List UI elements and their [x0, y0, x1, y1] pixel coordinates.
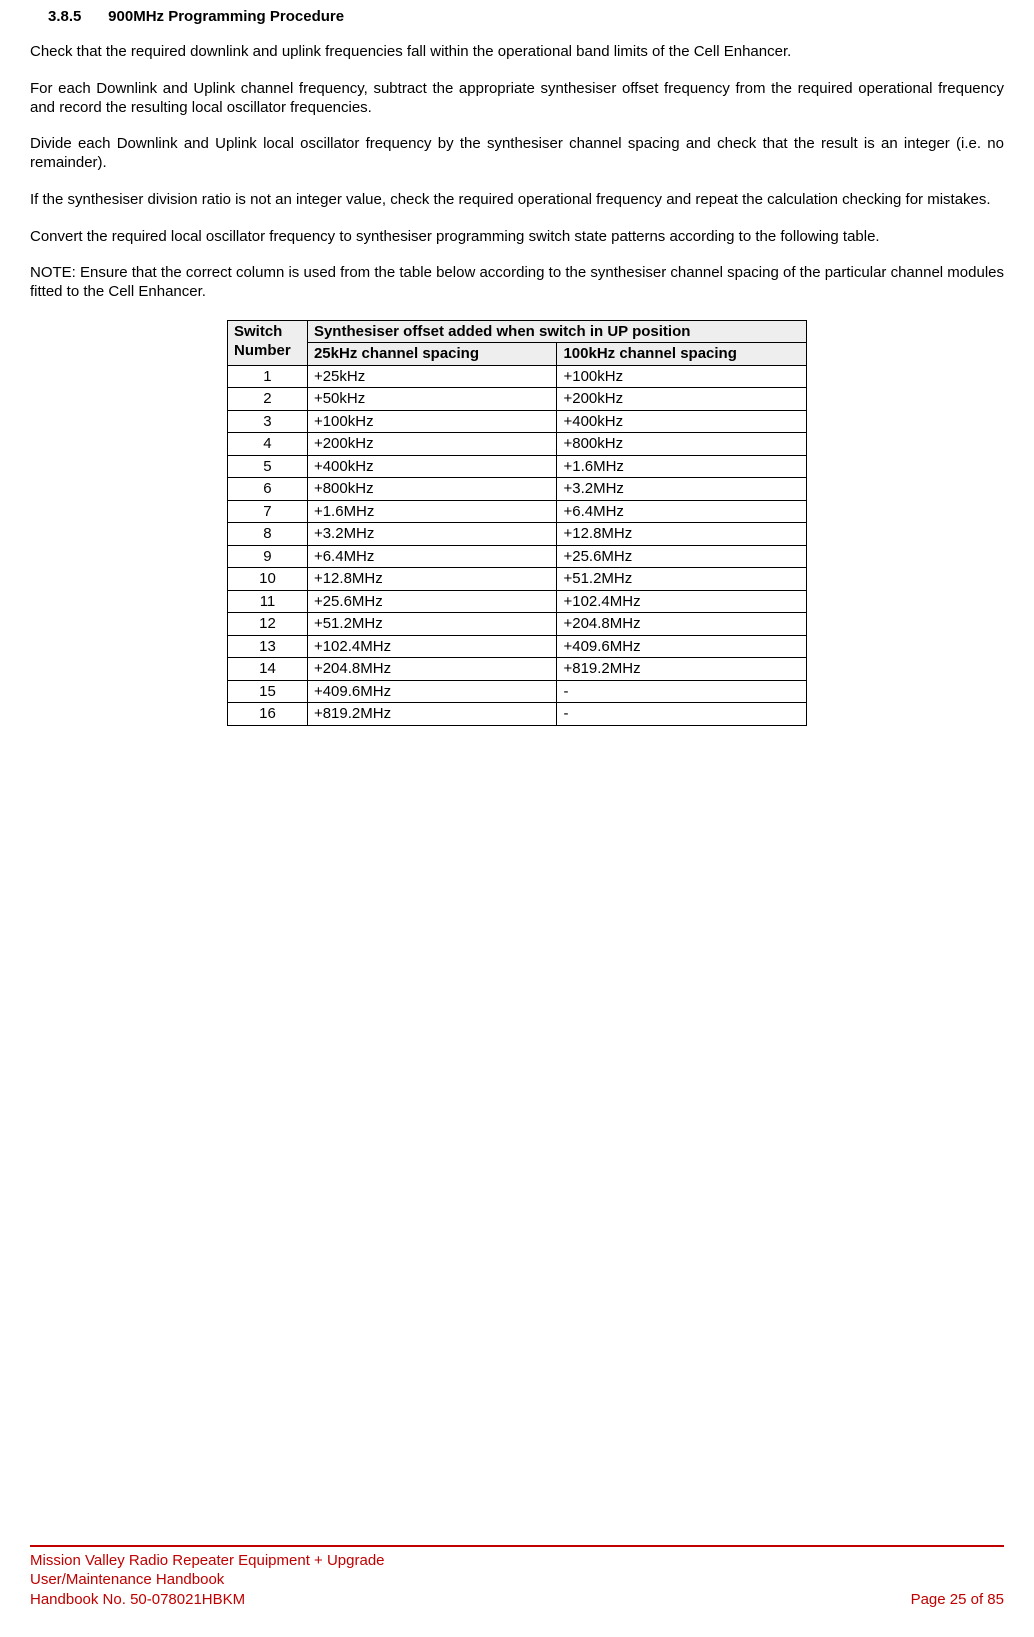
- table-row: 13+102.4MHz+409.6MHz: [228, 635, 807, 658]
- cell-25khz: +409.6MHz: [307, 680, 557, 703]
- table-row: 11+25.6MHz+102.4MHz: [228, 590, 807, 613]
- cell-switch-number: 14: [228, 658, 308, 681]
- footer-rule: [30, 1545, 1004, 1547]
- paragraph-6: NOTE: Ensure that the correct column is …: [30, 264, 1004, 302]
- cell-switch-number: 6: [228, 478, 308, 501]
- paragraph-2: For each Downlink and Uplink channel fre…: [30, 80, 1004, 118]
- table-header-offset: Synthesiser offset added when switch in …: [307, 320, 806, 343]
- cell-100khz: +6.4MHz: [557, 500, 807, 523]
- cell-100khz: +819.2MHz: [557, 658, 807, 681]
- footer-line-2: User/Maintenance Handbook: [30, 1570, 385, 1590]
- cell-100khz: +400kHz: [557, 410, 807, 433]
- cell-100khz: +102.4MHz: [557, 590, 807, 613]
- cell-100khz: +409.6MHz: [557, 635, 807, 658]
- cell-25khz: +100kHz: [307, 410, 557, 433]
- cell-25khz: +51.2MHz: [307, 613, 557, 636]
- table-row: 14+204.8MHz+819.2MHz: [228, 658, 807, 681]
- cell-100khz: +204.8MHz: [557, 613, 807, 636]
- footer-line-1: Mission Valley Radio Repeater Equipment …: [30, 1551, 385, 1571]
- cell-100khz: +51.2MHz: [557, 568, 807, 591]
- cell-25khz: +12.8MHz: [307, 568, 557, 591]
- paragraph-5: Convert the required local oscillator fr…: [30, 228, 1004, 247]
- table-header-25khz: 25kHz channel spacing: [307, 343, 557, 366]
- paragraph-1: Check that the required downlink and upl…: [30, 43, 1004, 62]
- cell-switch-number: 12: [228, 613, 308, 636]
- cell-switch-number: 1: [228, 365, 308, 388]
- cell-switch-number: 7: [228, 500, 308, 523]
- cell-100khz: +1.6MHz: [557, 455, 807, 478]
- section-title: 900MHz Programming Procedure: [108, 8, 344, 25]
- cell-25khz: +204.8MHz: [307, 658, 557, 681]
- cell-25khz: +1.6MHz: [307, 500, 557, 523]
- footer-page-number: Page 25 of 85: [911, 1590, 1004, 1610]
- paragraph-4: If the synthesiser division ratio is not…: [30, 191, 1004, 210]
- cell-25khz: +819.2MHz: [307, 703, 557, 726]
- cell-25khz: +3.2MHz: [307, 523, 557, 546]
- cell-100khz: +800kHz: [557, 433, 807, 456]
- cell-100khz: -: [557, 680, 807, 703]
- cell-25khz: +50kHz: [307, 388, 557, 411]
- footer-line-3: Handbook No. 50-078021HBKM: [30, 1590, 385, 1610]
- cell-100khz: +25.6MHz: [557, 545, 807, 568]
- table-row: 2+50kHz+200kHz: [228, 388, 807, 411]
- cell-switch-number: 8: [228, 523, 308, 546]
- cell-switch-number: 3: [228, 410, 308, 433]
- cell-100khz: +3.2MHz: [557, 478, 807, 501]
- synthesiser-offset-table: Switch Number Synthesiser offset added w…: [227, 320, 807, 726]
- table-row: 3+100kHz+400kHz: [228, 410, 807, 433]
- table-row: 4+200kHz+800kHz: [228, 433, 807, 456]
- paragraph-3: Divide each Downlink and Uplink local os…: [30, 135, 1004, 173]
- cell-25khz: +102.4MHz: [307, 635, 557, 658]
- cell-25khz: +6.4MHz: [307, 545, 557, 568]
- table-header-switch: Switch Number: [228, 320, 308, 365]
- cell-switch-number: 11: [228, 590, 308, 613]
- cell-100khz: -: [557, 703, 807, 726]
- cell-25khz: +25.6MHz: [307, 590, 557, 613]
- cell-switch-number: 13: [228, 635, 308, 658]
- cell-switch-number: 2: [228, 388, 308, 411]
- cell-100khz: +12.8MHz: [557, 523, 807, 546]
- cell-switch-number: 4: [228, 433, 308, 456]
- cell-switch-number: 15: [228, 680, 308, 703]
- table-row: 5+400kHz+1.6MHz: [228, 455, 807, 478]
- cell-25khz: +200kHz: [307, 433, 557, 456]
- table-row: 15+409.6MHz-: [228, 680, 807, 703]
- table-header-100khz: 100kHz channel spacing: [557, 343, 807, 366]
- page-footer: Mission Valley Radio Repeater Equipment …: [30, 1545, 1004, 1610]
- cell-25khz: +400kHz: [307, 455, 557, 478]
- cell-switch-number: 16: [228, 703, 308, 726]
- table-row: 6+800kHz+3.2MHz: [228, 478, 807, 501]
- table-row: 9+6.4MHz+25.6MHz: [228, 545, 807, 568]
- cell-switch-number: 10: [228, 568, 308, 591]
- cell-25khz: +25kHz: [307, 365, 557, 388]
- table-row: 1+25kHz+100kHz: [228, 365, 807, 388]
- table-row: 7+1.6MHz+6.4MHz: [228, 500, 807, 523]
- table-row: 16+819.2MHz-: [228, 703, 807, 726]
- section-heading: 3.8.5 900MHz Programming Procedure: [30, 8, 1004, 25]
- table-row: 10+12.8MHz+51.2MHz: [228, 568, 807, 591]
- cell-100khz: +100kHz: [557, 365, 807, 388]
- section-number: 3.8.5: [48, 8, 104, 25]
- cell-switch-number: 5: [228, 455, 308, 478]
- table-row: 8+3.2MHz+12.8MHz: [228, 523, 807, 546]
- table-row: 12+51.2MHz+204.8MHz: [228, 613, 807, 636]
- cell-25khz: +800kHz: [307, 478, 557, 501]
- cell-100khz: +200kHz: [557, 388, 807, 411]
- cell-switch-number: 9: [228, 545, 308, 568]
